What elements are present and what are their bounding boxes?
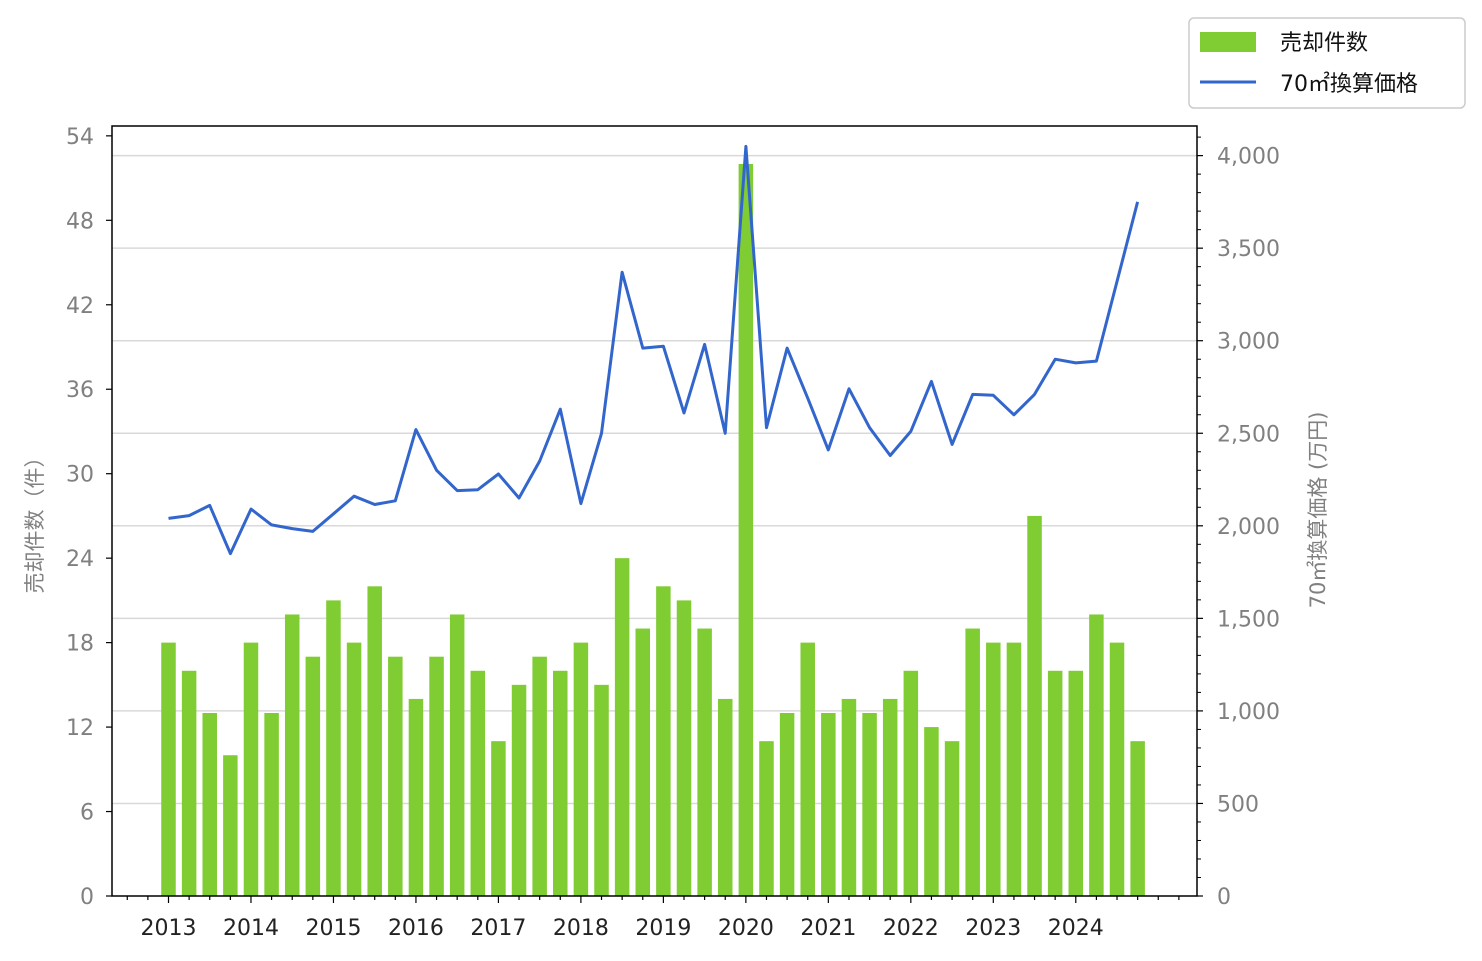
- bar: [161, 642, 176, 896]
- x-tick-label: 2020: [718, 916, 774, 941]
- bar: [408, 698, 424, 896]
- bar: [202, 713, 217, 896]
- right-tick-label: 500: [1217, 792, 1259, 817]
- x-tick-label: 2013: [141, 916, 197, 941]
- bar: [326, 600, 341, 896]
- bar: [243, 642, 259, 896]
- bar: [656, 586, 671, 896]
- bar: [1089, 614, 1104, 896]
- bar-series: [161, 164, 1145, 896]
- x-axis: 2013 2014 2015 2016 2017 2018 2019 2020 2021 2022…: [126, 896, 1180, 941]
- x-tick-label: 2018: [553, 916, 609, 941]
- left-tick-label: 48: [66, 209, 94, 234]
- right-tick-label: 4,000: [1217, 145, 1280, 170]
- bar: [1027, 515, 1042, 896]
- left-tick-label: 54: [66, 125, 94, 150]
- bar: [532, 656, 547, 896]
- x-tick-label: 2017: [470, 916, 526, 941]
- x-tick-label: 2024: [1048, 916, 1104, 941]
- left-axis: 0 6 12 18 24 30 36 42 48 54: [66, 125, 112, 910]
- legend-line-label: 70㎡換算価格: [1280, 71, 1418, 97]
- bar: [717, 698, 733, 896]
- bar: [1068, 670, 1084, 896]
- bar: [882, 698, 898, 896]
- legend-box: [1188, 17, 1466, 109]
- bar: [614, 558, 630, 896]
- left-tick-label: 12: [66, 716, 94, 741]
- bar: [429, 656, 444, 896]
- bar: [305, 656, 321, 896]
- bar: [635, 628, 651, 896]
- bar: [697, 628, 712, 896]
- x-tick-label: 2014: [223, 916, 279, 941]
- left-tick-label: 0: [80, 885, 94, 910]
- x-tick-label: 2021: [800, 916, 856, 941]
- right-tick-label: 2,500: [1217, 422, 1280, 447]
- x-tick-label: 2023: [965, 916, 1021, 941]
- left-tick-label: 42: [66, 294, 94, 319]
- left-tick-label: 30: [66, 463, 94, 488]
- bar: [759, 741, 774, 896]
- bar: [1130, 741, 1145, 896]
- left-tick-label: 6: [80, 801, 94, 826]
- left-tick-label: 18: [66, 632, 94, 657]
- bar: [264, 713, 279, 896]
- plot-frame: [111, 125, 1198, 897]
- bar: [800, 642, 815, 896]
- bar: [821, 713, 836, 896]
- left-tick-label: 36: [66, 378, 94, 403]
- right-axis: 0 500 1,000 1,500 2,000 2,500 3,000 3,500 4,000: [1197, 136, 1280, 910]
- bar: [223, 755, 238, 896]
- bar: [924, 727, 939, 896]
- right-tick-label: 0: [1217, 885, 1231, 910]
- bar: [1047, 670, 1063, 896]
- bar: [491, 741, 506, 896]
- right-tick-label: 3,000: [1217, 330, 1280, 355]
- bar: [553, 670, 568, 896]
- left-tick-label: 24: [66, 547, 94, 572]
- bar: [676, 600, 692, 896]
- bar: [841, 698, 857, 896]
- bar: [367, 586, 382, 896]
- legend-bar-swatch: [1200, 32, 1256, 52]
- bar: [511, 684, 527, 896]
- bar: [181, 670, 197, 896]
- bar: [449, 614, 465, 896]
- left-axis-label: 売却件数（件）: [23, 447, 47, 594]
- bar: [1109, 642, 1125, 896]
- price-line: [168, 144, 1140, 556]
- x-tick-label: 2016: [388, 916, 444, 941]
- right-tick-label: 1,500: [1217, 607, 1280, 632]
- bar: [965, 628, 980, 896]
- x-tick-label: 2022: [883, 916, 939, 941]
- bar: [346, 642, 362, 896]
- right-tick-label: 3,500: [1217, 237, 1280, 262]
- bar: [573, 642, 589, 896]
- right-tick-label: 1,000: [1217, 700, 1280, 725]
- bar: [594, 684, 609, 896]
- bar: [944, 741, 960, 896]
- x-tick-label: 2019: [635, 916, 691, 941]
- bar: [1006, 642, 1022, 896]
- x-tick-label: 2015: [305, 916, 361, 941]
- bar: [284, 614, 300, 896]
- bar: [779, 713, 795, 896]
- right-axis-label: 70㎡換算価格 (万円): [1306, 412, 1330, 609]
- bar: [738, 164, 754, 896]
- bar: [986, 642, 1001, 896]
- bar: [388, 656, 403, 896]
- legend-bar-label: 売却件数: [1280, 31, 1368, 56]
- bar: [862, 713, 877, 896]
- bar: [470, 670, 486, 896]
- legend: 売却件数 70㎡換算価格: [1188, 17, 1466, 109]
- right-tick-label: 2,000: [1217, 515, 1280, 540]
- bar: [903, 670, 919, 896]
